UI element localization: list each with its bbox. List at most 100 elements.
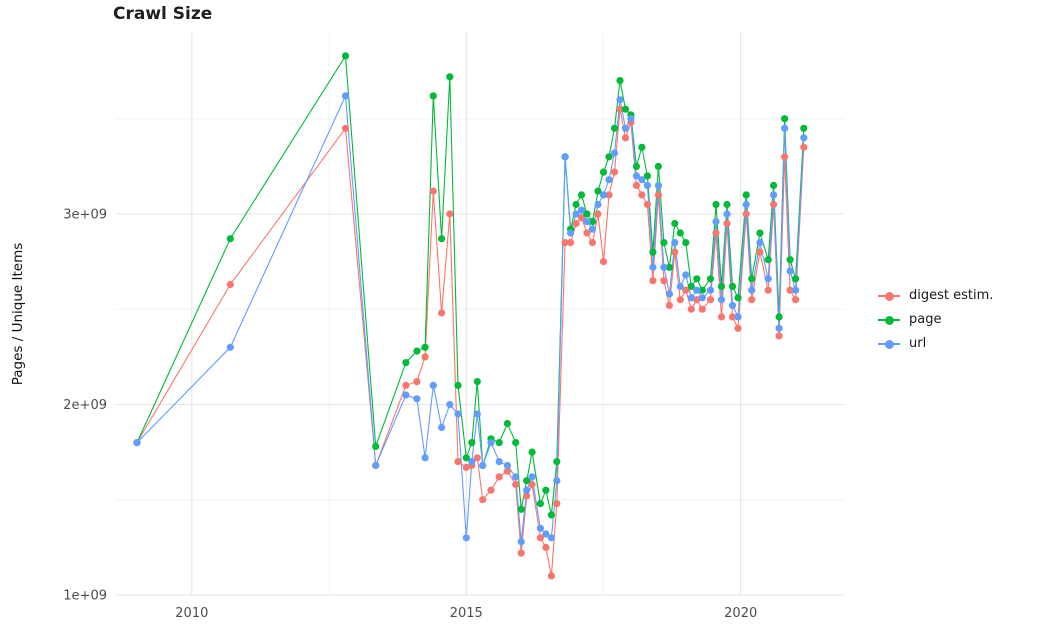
data-point	[402, 359, 410, 367]
data-point	[553, 477, 561, 485]
data-point	[226, 343, 234, 351]
data-point	[756, 229, 764, 237]
data-point	[577, 214, 586, 222]
data-point	[654, 181, 663, 189]
data-point	[610, 168, 619, 176]
data-point	[764, 275, 772, 283]
data-point	[643, 181, 652, 189]
data-point	[605, 176, 613, 184]
legend-key-icon	[878, 337, 900, 351]
data-point	[503, 461, 511, 470]
data-point	[712, 218, 720, 226]
data-point	[616, 77, 624, 85]
data-point	[599, 258, 608, 266]
data-point	[621, 134, 630, 142]
data-point	[687, 294, 695, 302]
data-point	[775, 332, 783, 340]
legend-item: digest estim.	[878, 288, 993, 303]
data-point	[536, 534, 545, 542]
data-point	[413, 347, 421, 355]
data-point	[671, 219, 679, 228]
data-point	[638, 191, 646, 199]
data-point	[638, 176, 646, 184]
data-point	[446, 73, 454, 81]
data-point	[341, 92, 350, 100]
data-point	[643, 172, 652, 180]
data-point	[610, 124, 619, 132]
data-point	[454, 381, 462, 389]
data-point	[706, 286, 715, 294]
data-point	[503, 419, 511, 428]
data-point	[781, 115, 789, 123]
data-point	[402, 391, 410, 399]
data-point	[786, 286, 794, 294]
data-point	[561, 239, 569, 247]
data-point	[413, 378, 421, 386]
data-point	[438, 309, 446, 317]
data-point	[454, 458, 462, 466]
data-point	[632, 162, 641, 170]
data-point	[547, 511, 556, 519]
data-point	[676, 296, 684, 304]
data-point	[553, 500, 561, 508]
data-point	[643, 200, 652, 209]
legend-key-icon	[878, 289, 900, 303]
data-point	[572, 200, 580, 209]
data-point	[792, 275, 800, 283]
data-point	[536, 500, 545, 508]
data-point	[748, 296, 756, 304]
data-point	[723, 200, 731, 209]
data-point	[698, 305, 706, 313]
data-point	[536, 524, 545, 532]
data-point	[572, 219, 580, 228]
data-point	[800, 124, 808, 132]
data-point	[728, 282, 737, 290]
data-point	[632, 181, 641, 189]
data-point	[665, 290, 674, 298]
data-point	[660, 263, 668, 271]
data-point	[446, 210, 454, 218]
data-point	[421, 343, 429, 351]
data-point	[372, 442, 380, 450]
data-point	[473, 454, 481, 462]
data-point	[594, 210, 602, 218]
data-point	[512, 439, 520, 447]
data-point	[429, 187, 437, 195]
data-point	[133, 439, 141, 447]
data-point	[599, 168, 608, 176]
data-point	[786, 267, 794, 275]
data-point	[693, 286, 701, 294]
data-point	[682, 286, 690, 294]
data-point	[372, 461, 380, 470]
data-point	[588, 225, 597, 233]
data-point	[792, 286, 800, 294]
data-point	[523, 477, 531, 485]
data-point	[542, 486, 550, 494]
data-point	[495, 473, 503, 481]
data-point	[698, 286, 706, 294]
data-point	[748, 275, 756, 283]
y-tick-label: 3e+09	[63, 207, 107, 222]
data-point	[649, 263, 657, 271]
data-point	[676, 282, 684, 290]
data-point	[421, 454, 429, 462]
data-point	[583, 229, 591, 237]
data-point	[764, 256, 772, 264]
data-point	[577, 191, 586, 199]
y-tick-label: 2e+09	[63, 398, 107, 413]
data-point	[594, 200, 602, 209]
data-point	[717, 282, 726, 290]
data-point	[693, 296, 701, 304]
data-point	[687, 282, 695, 290]
data-point	[413, 395, 421, 403]
data-point	[632, 172, 641, 180]
data-point	[523, 486, 531, 494]
data-point	[528, 448, 536, 456]
data-point	[523, 492, 531, 500]
data-point	[567, 229, 575, 237]
data-series	[133, 52, 808, 580]
data-point	[429, 92, 437, 100]
axis-tick-labels: 1e+09 2e+09 3e+09 2010 2015 2020	[63, 207, 757, 621]
data-point	[682, 271, 690, 279]
